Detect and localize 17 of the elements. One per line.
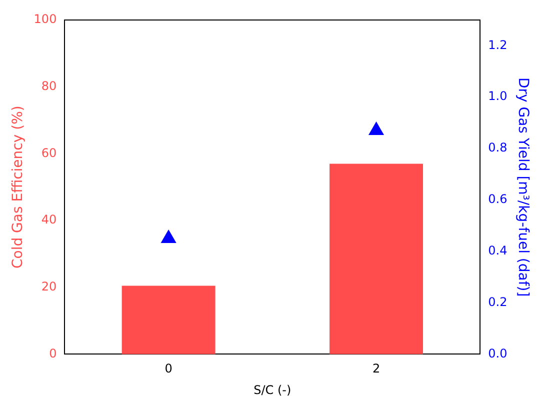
y-tick-label: 0 [49, 346, 57, 360]
y-tick-label: 20 [41, 279, 57, 294]
y2-tick-label: 0.6 [488, 192, 508, 206]
y-axis-title: Cold Gas Efficiency (%) [10, 106, 26, 269]
y-tick-label: 40 [41, 212, 57, 227]
y-tick-label: 80 [41, 78, 57, 93]
y-tick-label: 100 [34, 12, 57, 26]
y2-tick-label: 1.0 [488, 89, 508, 104]
y2-tick-label: 0.4 [488, 243, 508, 258]
y2-tick-label: 1.2 [488, 38, 508, 52]
y2-tick-label: 0.2 [488, 294, 508, 309]
x-axis-title: S/C (-) [254, 382, 292, 397]
y2-tick-label: 0.8 [488, 140, 508, 155]
y2-axis-title: Dry Gas Yield [m³/kg-fuel (daf)] [514, 77, 531, 297]
x-tick-label: 2 [372, 362, 380, 376]
y-tick-label: 60 [41, 146, 57, 160]
y2-tick-label: 0.0 [488, 346, 508, 360]
